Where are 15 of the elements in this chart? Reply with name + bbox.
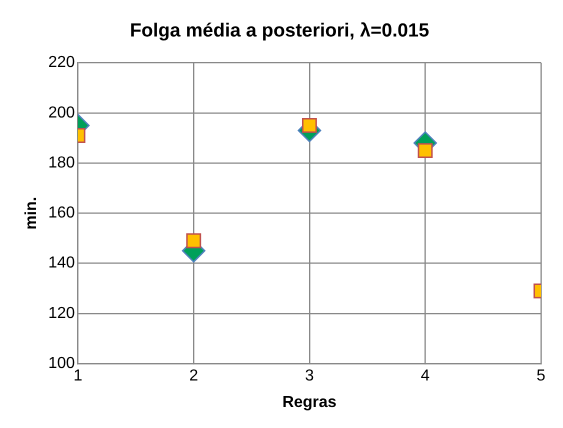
x-axis-title: Regras [282, 394, 337, 411]
y-tick-label: 100 [48, 355, 75, 372]
x-tick-label: 1 [73, 368, 82, 385]
chart-title: Folga média a posteriori, λ=0.015 [130, 20, 430, 42]
y-tick-label: 120 [48, 304, 75, 322]
y-tick-label: 160 [48, 204, 75, 222]
y-tick-label: 200 [48, 104, 75, 122]
y-tick-label: 140 [48, 254, 75, 272]
x-tick-label: 3 [304, 368, 314, 385]
x-tick-label: 4 [420, 368, 430, 385]
x-tick-label: 2 [189, 368, 198, 385]
y-axis-title: min. [23, 196, 40, 230]
y-tick-label: 220 [48, 54, 75, 72]
x-tick-label: 5 [536, 368, 546, 385]
y-tick-label: 180 [48, 154, 75, 172]
